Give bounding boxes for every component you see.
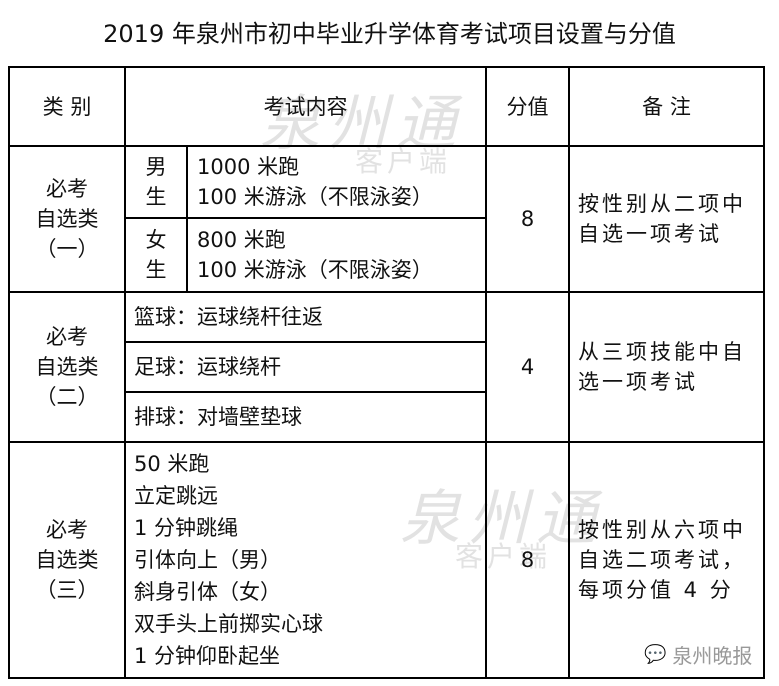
row3-items: 50 米跑 立定跳远 1 分钟跳绳 引体向上（男） 斜身引体（女） 双手头上前掷… [134,452,323,668]
row1-male-items: 1000 米跑 100 米游泳（不限泳姿） [197,155,433,209]
source-watermark: 💬 泉州晚报 [644,640,752,669]
row2-category: 必考 自选类 （二） [35,325,99,409]
row1-female-label: 女 生 [145,228,167,282]
header-note: 备 注 [642,94,691,119]
divider [8,145,765,147]
divider [124,66,126,679]
watermark-sub: 客户端 [355,145,452,178]
row3-score: 8 [520,548,535,572]
row2-score: 4 [520,355,535,379]
header-category: 类 别 [42,94,92,119]
divider [8,66,10,679]
row1-male-label: 男 生 [145,155,167,209]
divider [8,291,765,293]
row1-note: 按性别从二项中自选一项考试 [578,192,746,246]
row1-category: 必考 自选类 （一） [35,177,99,261]
source-name: 泉州晚报 [672,644,753,668]
divider [485,66,487,679]
divider [568,66,570,679]
watermark-sub: 客户端 [455,540,552,573]
header-score: 分值 [506,94,549,119]
row1-female-items: 800 米跑 100 米游泳（不限泳姿） [197,228,433,282]
watermark: 泉州通 [260,89,464,159]
watermark: 泉州通 [400,484,604,554]
row3-note: 按性别从六项中自选二项考试，每项分值 4 分 [578,518,746,602]
divider [124,391,486,393]
row2-item: 篮球：运球绕杆往返 [134,305,323,329]
divider [8,677,765,679]
row2-item: 排球：对墙壁垫球 [134,405,302,429]
row1-score: 8 [520,207,535,231]
row2-note: 从三项技能中自选一项考试 [578,340,746,394]
header-content: 考试内容 [263,94,348,119]
page-title: 2019 年泉州市初中毕业升学体育考试项目设置与分值 [103,20,676,48]
divider [763,66,765,679]
row3-category: 必考 自选类 （三） [35,518,99,602]
divider [8,66,765,68]
row2-item: 足球：运球绕杆 [134,355,281,379]
divider [8,441,765,443]
wechat-icon: 💬 [644,644,667,665]
divider [186,145,188,292]
divider [124,341,486,343]
divider [124,217,486,219]
